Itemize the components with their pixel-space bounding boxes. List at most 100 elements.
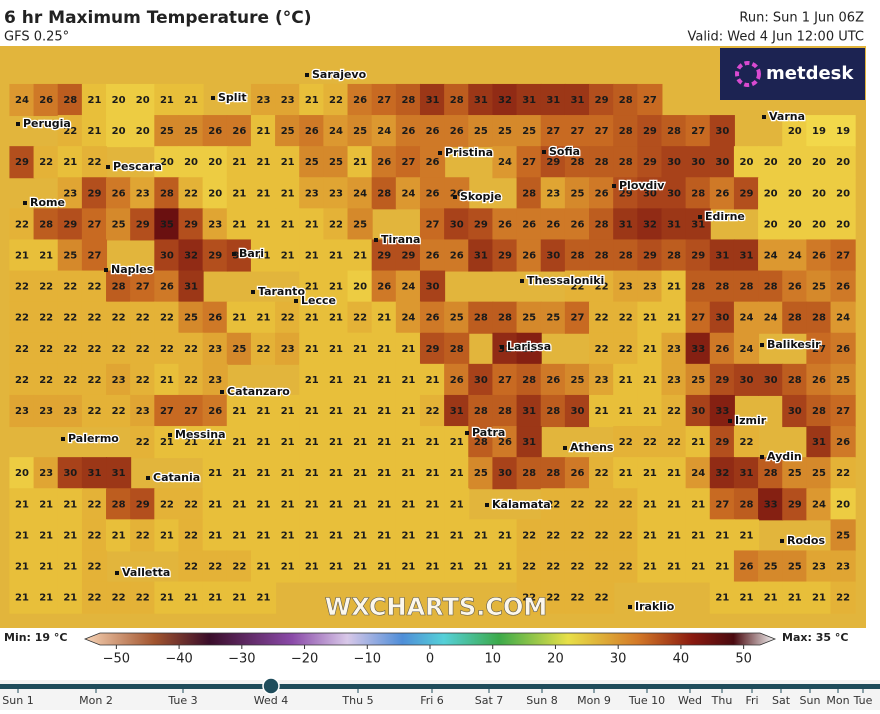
temp-cell (347, 488, 373, 521)
temp-cell (661, 177, 687, 210)
temp-value: 26 (353, 95, 367, 106)
timeline-knob[interactable] (262, 677, 280, 695)
temp-cell (154, 332, 180, 365)
temp-value: 21 (232, 437, 246, 448)
temp-value: 21 (281, 157, 295, 168)
temp-value: 28 (474, 406, 488, 417)
temp-value: 30 (691, 406, 705, 417)
city-dot (251, 290, 255, 294)
temp-cell (419, 239, 446, 272)
temp-value: 29 (63, 219, 77, 230)
temp-value: 21 (691, 437, 705, 448)
temp-cell (589, 550, 615, 583)
temp-cell (202, 177, 228, 210)
temp-cell (806, 239, 832, 272)
temp-cell (782, 301, 808, 334)
temp-value: 31 (87, 468, 101, 479)
temp-value: 30 (570, 406, 584, 417)
temp-cell (371, 519, 397, 552)
temp-cell (9, 581, 35, 614)
temp-value: 22 (87, 530, 101, 541)
temp-cell (299, 115, 325, 148)
temp-value: 23 (812, 562, 826, 573)
temp-value: 21 (691, 530, 705, 541)
temp-cell (81, 488, 108, 521)
temp-value: 26 (570, 468, 584, 479)
temp-value: 22 (595, 313, 609, 324)
temp-cell (371, 426, 397, 459)
temp-cell (347, 239, 373, 272)
colorbar-tick-label: 50 (735, 652, 752, 667)
temp-value: 25 (160, 126, 174, 137)
temp-cell (806, 488, 832, 521)
temp-cell (371, 394, 397, 428)
temp-cell (202, 208, 228, 241)
min-label: Min: 19 °C (4, 631, 68, 644)
temp-value: 22 (63, 313, 77, 324)
temp-value: 27 (426, 219, 440, 230)
temp-cell (613, 394, 639, 428)
temp-cell (637, 177, 663, 210)
temp-value: 21 (63, 157, 77, 168)
temp-value: 25 (450, 313, 464, 324)
temp-cell (154, 426, 180, 459)
temp-cell (347, 301, 373, 334)
temp-cell (226, 239, 252, 272)
temp-value: 21 (643, 375, 657, 386)
temp-value: 25 (522, 126, 536, 137)
temp-value: 21 (498, 562, 512, 573)
temp-value: 21 (498, 530, 512, 541)
temp-value: 29 (87, 188, 101, 199)
temp-value: 27 (136, 282, 150, 293)
temp-cell (830, 332, 856, 365)
temp-value: 26 (377, 157, 391, 168)
temp-cell (444, 83, 470, 117)
city-label: Sofia (549, 145, 580, 158)
temp-cell (516, 83, 542, 117)
temp-value: 21 (281, 188, 295, 199)
temp-cell (226, 457, 252, 490)
temp-value: 21 (329, 499, 343, 510)
temp-cell (323, 115, 349, 148)
temp-value: 29 (595, 95, 609, 106)
temp-cell (589, 115, 615, 148)
temp-cell (323, 146, 349, 179)
temp-cell (106, 581, 132, 614)
temp-value: 22 (570, 282, 584, 293)
temp-value: 21 (329, 251, 343, 262)
temp-value: 26 (522, 219, 536, 230)
temp-cell (371, 177, 397, 210)
city-dot (760, 343, 764, 347)
temp-value: 21 (305, 499, 319, 510)
temp-value: 20 (812, 157, 826, 168)
temp-cell (758, 208, 784, 241)
temp-cell (733, 301, 760, 334)
temp-value: 31 (426, 95, 440, 106)
temp-cell (299, 301, 325, 334)
timeline-label: Mon 2 (79, 694, 113, 707)
temp-value: 32 (715, 468, 729, 479)
temp-value: 28 (498, 313, 512, 324)
temp-value: 24 (764, 313, 778, 324)
temp-cell (202, 581, 228, 614)
temp-cell (589, 457, 615, 490)
city-label: Larissa (507, 340, 551, 353)
temp-value: 30 (715, 157, 729, 168)
temp-value: 30 (63, 468, 77, 479)
temp-cell (347, 83, 373, 117)
temp-cell (395, 550, 421, 583)
temp-value: 27 (160, 406, 174, 417)
temp-cell (540, 581, 566, 614)
temp-cell (444, 301, 470, 334)
temp-cell (589, 208, 615, 241)
temp-cell (758, 581, 784, 614)
temp-value: 21 (257, 468, 271, 479)
temp-value: 21 (377, 530, 391, 541)
temp-cell (540, 115, 566, 148)
temp-cell (589, 332, 615, 365)
temp-value: 28 (112, 499, 126, 510)
temp-cell (106, 519, 132, 552)
temp-cell (226, 394, 252, 428)
city-dot (453, 195, 457, 199)
